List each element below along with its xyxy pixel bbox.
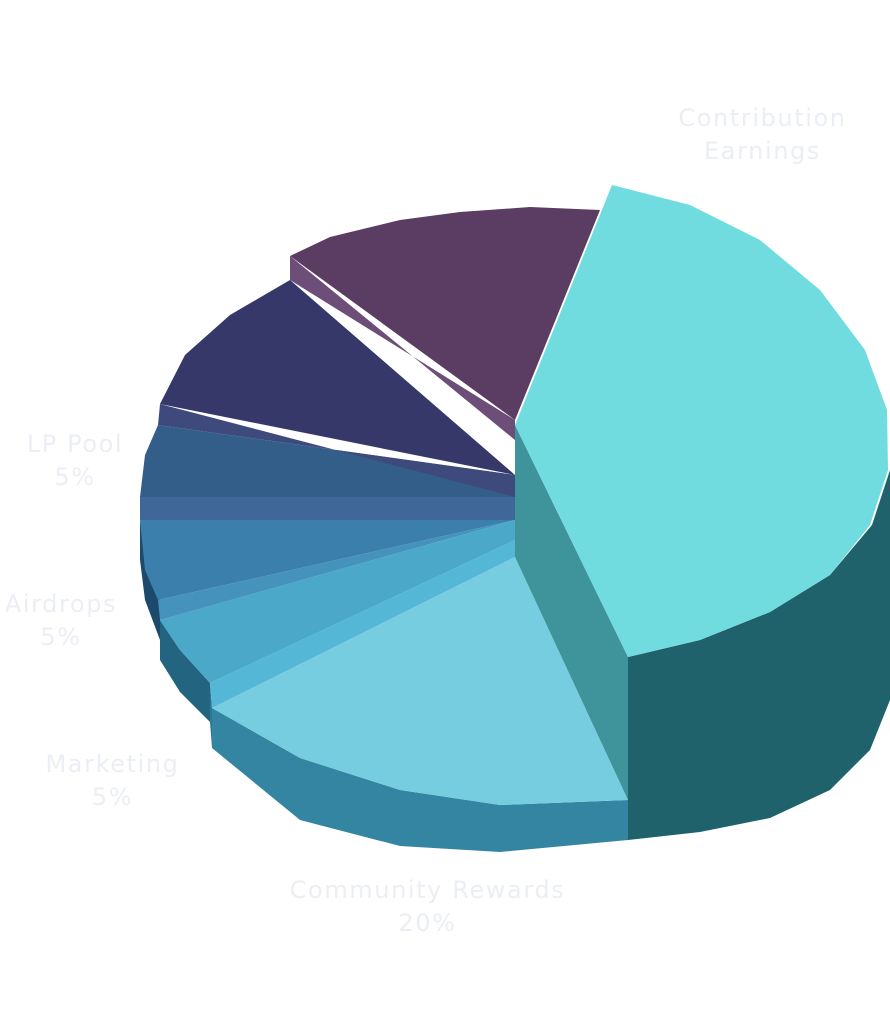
label-contribution-line1: Contribution [678,104,847,132]
slice-navy [160,280,515,475]
slice-marketing [160,520,515,683]
slice-small-steel [140,497,515,520]
slice-small-cyan [210,540,515,708]
slice-small-blue [158,520,515,620]
slice-plum [290,207,600,420]
label-lp-pool: LP Pool 5% [5,428,145,494]
pie-side-contribution-earnings [628,470,890,840]
slice-contribution-cut [515,425,628,800]
label-airdrops-value: 5% [40,623,82,651]
label-contribution-line2: Earnings [704,137,821,165]
label-airdrops-name: Airdrops [4,590,118,618]
slice-airdrops [140,520,515,600]
label-community-rewards: Community Rewards 20% [270,874,585,940]
slice-lp-pool [140,425,515,497]
label-community-name: Community Rewards [289,876,566,904]
label-community-value: 20% [398,909,457,937]
label-lp-pool-name: LP Pool [26,430,124,458]
pie-side-marketing [160,620,210,722]
slice-contribution-earnings [515,185,888,657]
pie-side-small-cyan [210,683,212,748]
label-contribution-earnings: Contribution Earnings [640,102,885,168]
slice-plum-edge [290,256,515,440]
label-marketing-value: 5% [91,783,134,811]
pie-top-faces [140,185,888,805]
label-marketing: Marketing 5% [35,748,190,814]
pie-side-community-rewards [212,708,628,852]
label-marketing-name: Marketing [45,750,180,778]
label-lp-pool-value: 5% [54,463,96,491]
slice-small-indigo [158,404,515,497]
label-airdrops: Airdrops 5% [0,588,122,654]
slice-community-rewards [212,557,628,805]
